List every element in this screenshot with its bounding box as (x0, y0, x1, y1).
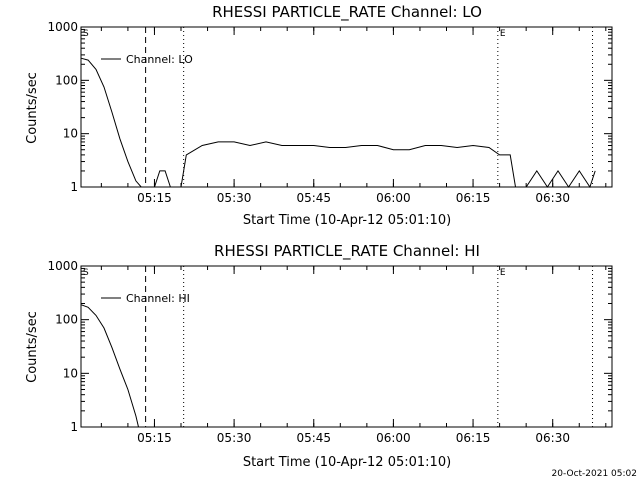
chart-panel-hi: RHESSI PARTICLE_RATE Channel: HI Counts/… (25, 242, 613, 470)
y-tick-label: 1 (70, 420, 78, 434)
x-tick-label: 05:15 (137, 191, 172, 205)
y-tick-label: 1000 (47, 20, 78, 34)
y-tick-label: 100 (55, 313, 78, 327)
x-tick-label: 05:30 (217, 431, 252, 445)
marker-label: S (83, 268, 89, 278)
footer-timestamp: 20-Oct-2021 05:02 (552, 469, 637, 479)
x-axis-label: Start Time (10-Apr-12 05:01:10) (243, 213, 451, 228)
x-tick-label: 06:15 (456, 191, 491, 205)
marker-label: S (83, 29, 89, 39)
y-tick-label: 10 (63, 127, 78, 141)
y-tick-label: 1 (70, 180, 78, 194)
y-tick-label: 10 (63, 366, 78, 380)
x-tick-label: 05:15 (137, 431, 172, 445)
y-tick-label: 100 (55, 73, 78, 87)
x-tick-label: 06:00 (376, 191, 411, 205)
x-tick-label: 06:00 (376, 431, 411, 445)
series-line (80, 57, 596, 189)
chart-title: RHESSI PARTICLE_RATE Channel: HI (214, 242, 480, 261)
x-axis-label: Start Time (10-Apr-12 05:01:10) (243, 455, 451, 470)
x-tick-label: 05:30 (217, 191, 252, 205)
x-tick-label: 05:45 (296, 191, 331, 205)
chart-title: RHESSI PARTICLE_RATE Channel: LO (212, 3, 482, 22)
series-line (80, 304, 139, 428)
legend-label: Channel: LO (126, 53, 193, 66)
chart-panel-lo: RHESSI PARTICLE_RATE Channel: LO Counts/… (25, 3, 613, 228)
plot-area: 1 10 100 1000 05:15 05:30 05:45 06:00 06:15 06:30… (47, 20, 613, 205)
y-axis-label: Counts/sec (25, 311, 40, 383)
x-tick-label: 05:45 (296, 431, 331, 445)
x-tick-label: 06:30 (535, 431, 570, 445)
marker-label: E (500, 268, 506, 278)
x-tick-label: 06:15 (456, 431, 491, 445)
y-axis-label: Counts/sec (25, 72, 40, 144)
marker-label: E (500, 29, 506, 39)
x-tick-label: 06:30 (535, 191, 570, 205)
y-tick-label: 1000 (47, 259, 78, 273)
plot-area: 1 10 100 1000 05:15 05:30 05:45 06:00 06:15 06:30… (47, 259, 613, 445)
legend-label: Channel: HI (126, 292, 190, 305)
